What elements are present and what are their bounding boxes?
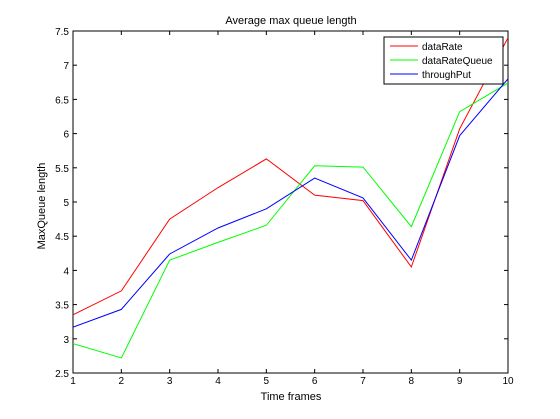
x-tick-label: 3 [167, 376, 173, 387]
legend-label: dataRateQueue [422, 56, 493, 67]
x-tick-label: 9 [457, 376, 463, 387]
series-line-dataRateQueue [73, 82, 508, 359]
y-tick-label: 5 [63, 198, 69, 209]
legend: dataRate dataRateQueue throughPut [383, 36, 504, 85]
y-tick-label: 4 [63, 266, 69, 277]
y-tick-label: 4.5 [55, 232, 69, 243]
y-axis-label: MaxQueue length [36, 163, 48, 250]
x-tick-label: 7 [360, 376, 366, 387]
x-tick-label: 1 [70, 376, 76, 387]
x-tick-label: 4 [215, 376, 221, 387]
x-tick-label: 6 [312, 376, 318, 387]
y-tick-label: 7.5 [55, 27, 69, 38]
series-lines [73, 37, 508, 359]
y-tick-label: 6 [63, 130, 69, 141]
y-tick-label: 2.5 [55, 369, 69, 380]
y-tick-label: 6.5 [55, 95, 69, 106]
y-tick-label: 7 [63, 61, 69, 72]
y-tick-label: 5.5 [55, 164, 69, 175]
legend-label: dataRate [422, 42, 463, 53]
y-tick-label: 3 [63, 335, 69, 346]
legend-label: throughPut [422, 70, 471, 81]
x-tick-label: 8 [409, 376, 415, 387]
series-line-throughPut [73, 78, 508, 328]
x-tick-label: 2 [119, 376, 125, 387]
x-axis-label: Time frames [261, 391, 322, 403]
chart-title: Average max queue length [225, 15, 356, 27]
x-tick-label: 5 [264, 376, 270, 387]
y-tick-label: 3.5 [55, 301, 69, 312]
axis-ticks: 1 2 3 4 5 6 7 8 9 10 2.5 3 3.5 4 4.5 5 5.5 6 6.5 7 7.5 [55, 27, 514, 387]
x-tick-label: 10 [502, 376, 514, 387]
